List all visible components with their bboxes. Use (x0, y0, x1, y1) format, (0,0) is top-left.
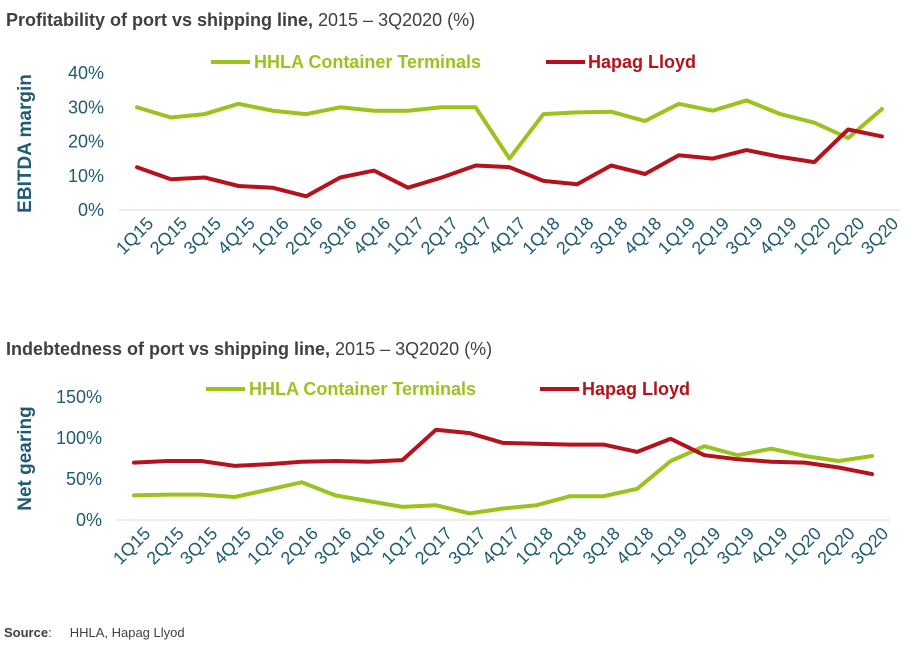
x-tick-label: 2Q20 (823, 213, 868, 258)
x-tick-label: 3Q16 (310, 523, 355, 568)
legend-label: HHLA Container Terminals (249, 379, 476, 399)
x-tick-label: 3Q20 (857, 213, 902, 258)
y-tick-label: 50% (66, 469, 102, 489)
y-tick-label: 0% (76, 510, 102, 530)
x-tick-label: 1Q16 (243, 523, 288, 568)
chart-profitability: 0%10%20%30%40%EBITDA margin1Q152Q153Q154… (15, 52, 902, 258)
x-tick-label: 2Q17 (417, 213, 462, 258)
x-tick-label: 1Q17 (377, 523, 422, 568)
x-tick-label: 3Q20 (847, 523, 892, 568)
y-tick-label: 20% (68, 132, 104, 152)
x-tick-label: 4Q15 (214, 213, 259, 258)
x-tick-label: 2Q20 (813, 523, 858, 568)
x-tick-label: 3Q15 (180, 213, 225, 258)
y-tick-label: 10% (68, 166, 104, 186)
x-tick-label: 3Q18 (586, 213, 631, 258)
x-tick-label: 1Q15 (112, 213, 157, 258)
x-tick-label: 2Q18 (552, 213, 597, 258)
x-tick-label: 1Q20 (789, 213, 834, 258)
y-axis-title: EBITDA margin (15, 74, 36, 213)
x-tick-label: 4Q17 (485, 213, 530, 258)
series-line-hapag (135, 127, 884, 199)
x-tick-label: 2Q16 (281, 213, 326, 258)
x-tick-label: 4Q19 (755, 213, 800, 258)
x-tick-label: 4Q16 (344, 523, 389, 568)
source-note: Source: HHLA, Hapag Llyod (4, 625, 185, 640)
x-tick-label: 1Q20 (780, 523, 825, 568)
chart-title-bold: Indebtedness of port vs shipping line, (6, 339, 331, 359)
x-tick-label: 3Q16 (315, 213, 360, 258)
x-tick-label: 4Q15 (210, 523, 255, 568)
x-tick-label: 2Q17 (411, 523, 456, 568)
x-tick-label: 1Q18 (518, 213, 563, 258)
legend-label: Hapag Lloyd (588, 52, 696, 72)
y-tick-label: 30% (68, 97, 104, 117)
x-tick-label: 4Q17 (478, 523, 523, 568)
series-line-hhla (135, 98, 884, 161)
legend-label: HHLA Container Terminals (254, 52, 481, 72)
x-tick-label: 4Q18 (620, 213, 665, 258)
x-tick-label: 1Q19 (654, 213, 699, 258)
series-line-hhla (132, 444, 874, 516)
x-tick-label: 2Q15 (146, 213, 191, 258)
chart-indebtedness: 0% 50% 100% 150% Net gearing 1Q152Q153Q154Q15… (15, 379, 892, 568)
x-tick-label: 1Q18 (512, 523, 557, 568)
y-tick-label: 40% (68, 63, 104, 83)
source-colon: : (48, 625, 52, 640)
chart-title-rest: 2015 – 3Q2020 (%) (330, 339, 493, 359)
chart-title-rest: 2015 – 3Q2020 (%) (313, 10, 476, 30)
y-tick-label: 0% (78, 200, 104, 220)
x-tick-label: 4Q18 (612, 523, 657, 568)
x-tick-label: 2Q15 (143, 523, 188, 568)
x-tick-label: 3Q15 (176, 523, 221, 568)
x-tick-label: 2Q19 (679, 523, 724, 568)
chart-title-profitability: Profitability of port vs shipping line, … (6, 10, 475, 31)
x-tick-label: 2Q19 (688, 213, 733, 258)
source-text: HHLA, Hapag Llyod (69, 625, 185, 640)
chart-title-indebtedness: Indebtedness of port vs shipping line, 2… (6, 339, 492, 360)
x-tick-label: 3Q17 (451, 213, 496, 258)
source-label: Source (4, 625, 49, 640)
x-tick-label: 1Q15 (109, 523, 154, 568)
x-tick-label: 4Q19 (746, 523, 791, 568)
x-tick-label: 2Q16 (277, 523, 322, 568)
chart-title-bold: Profitability of port vs shipping line, (6, 10, 314, 30)
x-tick-label: 3Q17 (444, 523, 489, 568)
x-tick-label: 1Q19 (646, 523, 691, 568)
y-tick-label: 150% (56, 387, 102, 407)
x-tick-label: 1Q16 (247, 213, 292, 258)
x-tick-label: 1Q17 (383, 213, 428, 258)
x-tick-label: 4Q16 (349, 213, 394, 258)
x-tick-label: 3Q19 (713, 523, 758, 568)
y-axis-title: Net gearing (15, 406, 36, 511)
y-tick-label: 100% (56, 428, 102, 448)
series-line-hapag (132, 427, 874, 477)
x-tick-label: 3Q18 (579, 523, 624, 568)
legend-label: Hapag Lloyd (582, 379, 690, 399)
x-tick-label: 2Q18 (545, 523, 590, 568)
x-tick-label: 3Q19 (722, 213, 767, 258)
